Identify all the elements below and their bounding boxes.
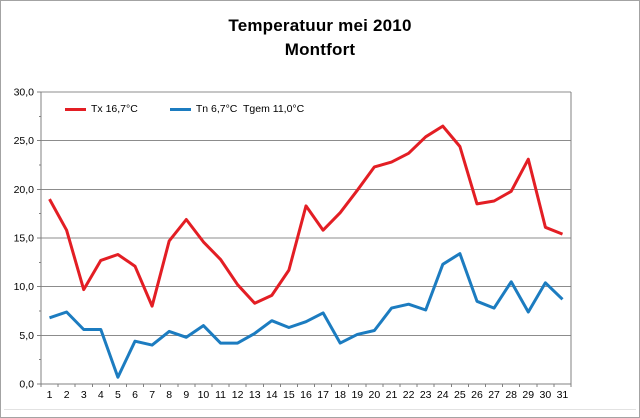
tn-line-swatch bbox=[169, 107, 191, 111]
x-tick-label: 28 bbox=[505, 389, 517, 401]
tn-series-line bbox=[49, 252, 564, 379]
x-tick-label: 30 bbox=[540, 389, 552, 401]
x-tick-label: 21 bbox=[386, 389, 398, 401]
x-tick-label: 20 bbox=[369, 389, 381, 401]
x-tick-label: 8 bbox=[166, 389, 172, 401]
x-tick-label: 29 bbox=[522, 389, 534, 401]
x-tick-label: 13 bbox=[249, 389, 261, 401]
x-tick-label: 3 bbox=[81, 389, 87, 401]
x-tick-label: 27 bbox=[488, 389, 500, 401]
x-tick-label: 26 bbox=[471, 389, 483, 401]
x-tick-label: 17 bbox=[317, 389, 329, 401]
x-tick-label: 12 bbox=[232, 389, 244, 401]
x-tick-label: 5 bbox=[115, 389, 121, 401]
x-tick-label: 11 bbox=[215, 389, 226, 401]
chart-title: Temperatuur mei 2010 Montfort bbox=[1, 14, 639, 62]
x-tick-label: 4 bbox=[98, 389, 104, 401]
x-tick-label: 7 bbox=[149, 389, 155, 401]
x-tick-label: 22 bbox=[403, 389, 415, 401]
chart-object-bottom-edge bbox=[4, 409, 636, 410]
y-tick-label: 15,0 bbox=[14, 233, 35, 245]
x-tick-label: 15 bbox=[283, 389, 295, 401]
legend: Tx 16,7°C Tn 6,7°C Tgem 11,0°C bbox=[65, 103, 304, 115]
legend-item-tx: Tx 16,7°C bbox=[65, 103, 138, 115]
tx-series-line bbox=[48, 124, 564, 308]
x-tick-label: 6 bbox=[132, 389, 138, 401]
x-tick-label: 9 bbox=[183, 389, 189, 401]
chart-title-line1: Temperatuur mei 2010 bbox=[228, 16, 412, 35]
x-tick-label: 23 bbox=[420, 389, 432, 401]
x-tick-label: 14 bbox=[266, 389, 278, 401]
tx-line-swatch bbox=[65, 107, 86, 111]
chart-title-line2: Montfort bbox=[284, 40, 356, 59]
x-tick-label: 18 bbox=[334, 389, 346, 401]
y-tick-label: 25,0 bbox=[14, 135, 35, 147]
legend-label-tx: Tx 16,7°C bbox=[91, 103, 138, 115]
x-tick-label: 19 bbox=[351, 389, 363, 401]
x-tick-label: 2 bbox=[64, 389, 70, 401]
x-tick-label: 24 bbox=[437, 389, 449, 401]
legend-item-tn: Tn 6,7°C Tgem 11,0°C bbox=[169, 103, 305, 115]
x-tick-label: 16 bbox=[300, 389, 312, 401]
legend-label-tn: Tn 6,7°C Tgem 11,0°C bbox=[195, 103, 305, 115]
x-tick-label: 31 bbox=[557, 389, 569, 401]
x-tick-label: 1 bbox=[47, 389, 53, 401]
y-tick-label: 0,0 bbox=[19, 379, 34, 391]
y-tick-label: 10,0 bbox=[14, 281, 35, 293]
x-tick-label: 25 bbox=[454, 389, 466, 401]
y-tick-label: 20,0 bbox=[14, 184, 35, 196]
x-tick-label: 10 bbox=[198, 389, 210, 401]
y-tick-label: 30,0 bbox=[14, 87, 35, 99]
y-tick-label: 5,0 bbox=[19, 330, 34, 342]
